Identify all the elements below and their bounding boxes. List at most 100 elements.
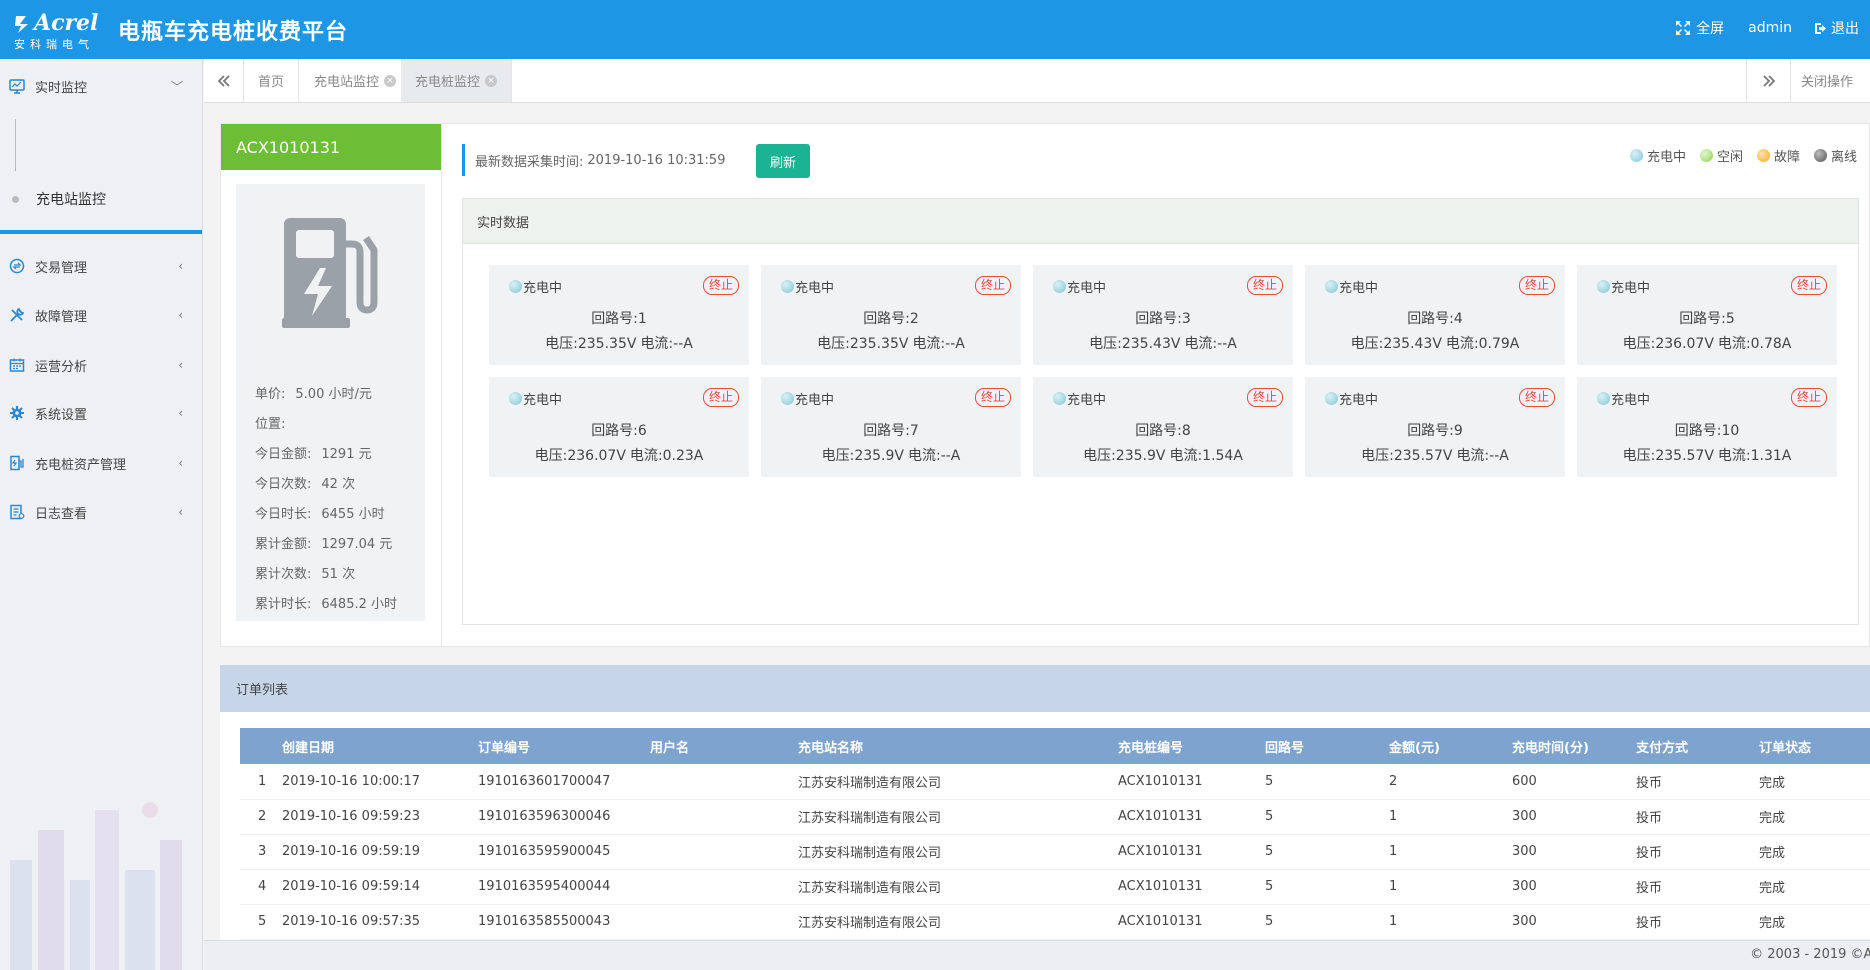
circuit-voltage-current: 电压:235.35V 电流:--A bbox=[761, 333, 1021, 353]
charger-icon bbox=[10, 455, 24, 471]
circuit-voltage-current: 电压:235.9V 电流:--A bbox=[761, 445, 1021, 465]
sidebar-item-settings[interactable]: 系统设置 ‹ bbox=[0, 393, 202, 433]
expand-icon bbox=[1676, 21, 1691, 35]
circuit-voltage-current: 电压:235.9V 电流:1.54A bbox=[1033, 445, 1293, 465]
close-tabs-label: 关闭操作 bbox=[1801, 75, 1854, 90]
stop-button[interactable]: 终止 bbox=[1790, 276, 1827, 295]
circuit-card: 充电中 终止 回路号:3 电压:235.43V 电流:--A bbox=[1033, 265, 1293, 365]
table-cell: 300 bbox=[1512, 869, 1636, 905]
user-name[interactable]: admin bbox=[1748, 20, 1792, 36]
column-header[interactable]: 充电站名称 bbox=[798, 728, 1118, 764]
tree-line bbox=[15, 119, 16, 171]
stat-total-count: 累计次数: 51 次 bbox=[255, 567, 356, 582]
table-cell: 江苏安科瑞制造有限公司 bbox=[798, 799, 1118, 835]
circuit-voltage: 电压:235.35V bbox=[817, 336, 909, 352]
circuit-voltage: 电压:235.9V bbox=[821, 448, 904, 464]
monitor-icon bbox=[9, 79, 25, 94]
table-cell: 300 bbox=[1512, 904, 1636, 940]
realtime-data-box: 实时数据 充电中 终止 回路号:1 电压:235.35V 电流:--A 充电中 终止 回路号:… bbox=[462, 198, 1859, 625]
table-cell: 300 bbox=[1512, 799, 1636, 835]
table-cell: 5 bbox=[1265, 799, 1389, 835]
tab-station-monitor[interactable]: 充电站监控 × bbox=[300, 59, 412, 102]
column-header[interactable]: 充电时间(分) bbox=[1512, 728, 1636, 764]
pile-stats: 单价: 5.00 小时/元 位置: 今日金额: 1291 元 今日次数: 42 次 今… bbox=[255, 380, 397, 620]
column-header[interactable]: 创建日期 bbox=[282, 728, 478, 764]
circuit-status: 充电中 bbox=[1053, 389, 1106, 408]
table-cell: 5 bbox=[1265, 904, 1389, 940]
circuit-card: 充电中 终止 回路号:5 电压:236.07V 电流:0.78A bbox=[1577, 265, 1837, 365]
circuit-number: 回路号:6 bbox=[591, 423, 647, 439]
stop-button[interactable]: 终止 bbox=[702, 388, 739, 407]
table-cell bbox=[650, 869, 798, 905]
stop-button[interactable]: 终止 bbox=[1246, 388, 1283, 407]
tab-bar: 首页 充电站监控 × 充电桩监控 × 关闭操作 bbox=[204, 59, 1870, 103]
status-ball-icon bbox=[781, 280, 794, 293]
tabs-scroll-left-button[interactable] bbox=[204, 59, 244, 102]
tab-pile-monitor[interactable]: 充电桩监控 × bbox=[401, 59, 513, 102]
circuit-voltage: 电压:236.07V bbox=[534, 448, 626, 464]
circuit-card: 充电中 终止 回路号:7 电压:235.9V 电流:--A bbox=[761, 377, 1021, 477]
sidebar-subitem-station-monitor[interactable]: 充电站监控 bbox=[0, 119, 202, 234]
sidebar-item-pile-assets[interactable]: 充电桩资产管理 ‹ bbox=[0, 443, 202, 483]
stop-button[interactable]: 终止 bbox=[1790, 388, 1827, 407]
circuit-current: 电流:0.23A bbox=[629, 448, 704, 464]
column-header[interactable]: 订单状态 bbox=[1759, 728, 1870, 764]
status-ball-icon bbox=[1597, 280, 1610, 293]
circuit-number: 回路号:3 bbox=[1135, 311, 1191, 327]
stop-button[interactable]: 终止 bbox=[1518, 388, 1555, 407]
logout-button[interactable]: 退出 bbox=[1814, 18, 1870, 38]
fullscreen-button[interactable]: 全屏 bbox=[1675, 18, 1724, 38]
sidebar-item-transactions[interactable]: 交易管理 ‹ bbox=[0, 246, 202, 286]
stop-button[interactable]: 终止 bbox=[974, 276, 1011, 295]
double-chevron-left-icon bbox=[217, 74, 230, 87]
table-cell: 江苏安科瑞制造有限公司 bbox=[798, 869, 1118, 905]
column-header[interactable]: 充电桩编号 bbox=[1118, 728, 1265, 764]
chevron-left-icon: ‹ bbox=[178, 505, 183, 519]
circuit-voltage-current: 电压:236.07V 电流:0.78A bbox=[1577, 333, 1837, 353]
table-row[interactable]: 5 2019-10-16 09:57:35 1910163585500043 江苏安科… bbox=[240, 904, 1870, 940]
circuit-number: 回路号:10 bbox=[1674, 423, 1740, 439]
column-header[interactable] bbox=[240, 728, 282, 764]
table-row[interactable]: 2 2019-10-16 09:59:23 1910163596300046 江苏安科… bbox=[240, 799, 1870, 835]
close-tabs-button[interactable]: 关闭操作 bbox=[1790, 59, 1870, 102]
sidebar-item-realtime-monitor[interactable]: 实时监控 ﹀ bbox=[0, 66, 202, 106]
stop-button[interactable]: 终止 bbox=[702, 276, 739, 295]
status-ball-icon bbox=[1813, 149, 1827, 162]
table-cell: 1 bbox=[240, 764, 282, 800]
tabs-scroll-right-button[interactable] bbox=[1746, 59, 1790, 102]
column-header[interactable]: 订单编号 bbox=[478, 728, 650, 764]
column-header[interactable]: 支付方式 bbox=[1636, 728, 1759, 764]
circuit-status: 充电中 bbox=[1597, 389, 1650, 408]
sidebar-item-faults[interactable]: 故障管理 ‹ bbox=[0, 295, 202, 335]
circuit-current: 电流:--A bbox=[1456, 448, 1509, 464]
refresh-button[interactable]: 刷新 bbox=[756, 144, 810, 178]
close-icon[interactable]: × bbox=[384, 74, 397, 87]
realtime-data-title: 实时数据 bbox=[463, 199, 1858, 244]
close-icon[interactable]: × bbox=[485, 74, 498, 87]
top-bar: Acrel 安科瑞电气 电瓶车充电桩收费平台 全屏 admin 退出 bbox=[0, 0, 1870, 59]
stat-today-count: 今日次数: 42 次 bbox=[255, 477, 356, 492]
circuit-card: 充电中 终止 回路号:2 电压:235.35V 电流:--A bbox=[761, 265, 1021, 365]
stop-button[interactable]: 终止 bbox=[974, 388, 1011, 407]
table-row[interactable]: 4 2019-10-16 09:59:14 1910163595400044 江苏安科… bbox=[240, 869, 1870, 905]
sidebar-item-logs[interactable]: 日志查看 ‹ bbox=[0, 492, 202, 532]
status-ball-icon bbox=[1325, 392, 1338, 405]
column-header[interactable]: 回路号 bbox=[1265, 728, 1389, 764]
city-decoration-image bbox=[10, 802, 182, 970]
table-row[interactable]: 1 2019-10-16 10:00:17 1910163601700047 江苏安科… bbox=[240, 764, 1870, 800]
stat-total-amount: 累计金额: 1297.04 元 bbox=[255, 537, 393, 552]
column-header[interactable]: 金额(元) bbox=[1389, 728, 1512, 764]
stop-button[interactable]: 终止 bbox=[1518, 276, 1555, 295]
circuit-card: 充电中 终止 回路号:9 电压:235.57V 电流:--A bbox=[1305, 377, 1565, 477]
stop-button[interactable]: 终止 bbox=[1246, 276, 1283, 295]
acrel-logo: Acrel 安科瑞电气 bbox=[12, 10, 100, 51]
logout-label: 退出 bbox=[1831, 21, 1859, 37]
double-chevron-right-icon bbox=[1762, 74, 1775, 87]
tab-home[interactable]: 首页 bbox=[244, 59, 300, 102]
circuit-status: 充电中 bbox=[1053, 277, 1106, 296]
stat-today-amount: 今日金额: 1291 元 bbox=[255, 447, 372, 462]
sidebar-item-label: 充电桩资产管理 bbox=[35, 457, 127, 473]
table-row[interactable]: 3 2019-10-16 09:59:19 1910163595900045 江苏安科… bbox=[240, 834, 1870, 870]
column-header[interactable]: 用户名 bbox=[650, 728, 798, 764]
sidebar-item-operations[interactable]: 运营分析 ‹ bbox=[0, 345, 202, 385]
